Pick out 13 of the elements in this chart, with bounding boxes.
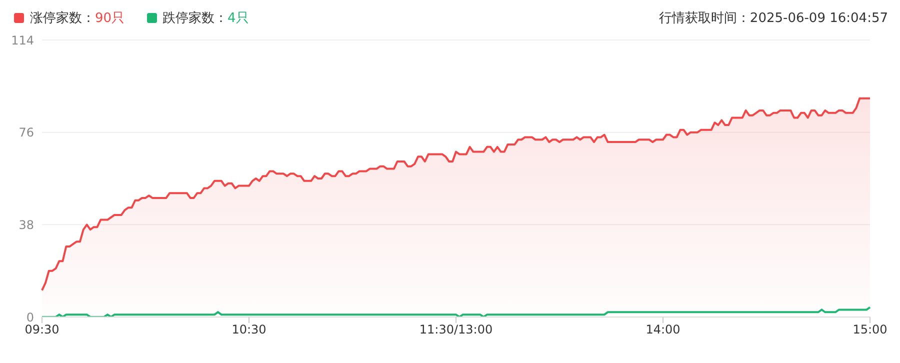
x-tick-label: 15:00 [852, 322, 888, 337]
y-tick-label: 38 [18, 218, 34, 232]
line-series [41, 306, 871, 317]
text: 行情获取时间：2025-06-09 16:04:57 [658, 11, 888, 26]
y-tick-label: 114 [11, 33, 34, 48]
x-tick-label: 11:30/13:00 [419, 322, 493, 337]
y-tick-label: 76 [18, 126, 34, 140]
x-tick-label: 14:00 [646, 322, 680, 337]
x-tick-label: 09:30 [24, 322, 60, 337]
y-tick-label: 0 [26, 310, 34, 324]
legend-label: 跌停家数：4只 [162, 10, 249, 27]
legend-label: 涨停家数：90只 [30, 10, 125, 27]
x-tick-label: 10:30 [232, 322, 266, 337]
